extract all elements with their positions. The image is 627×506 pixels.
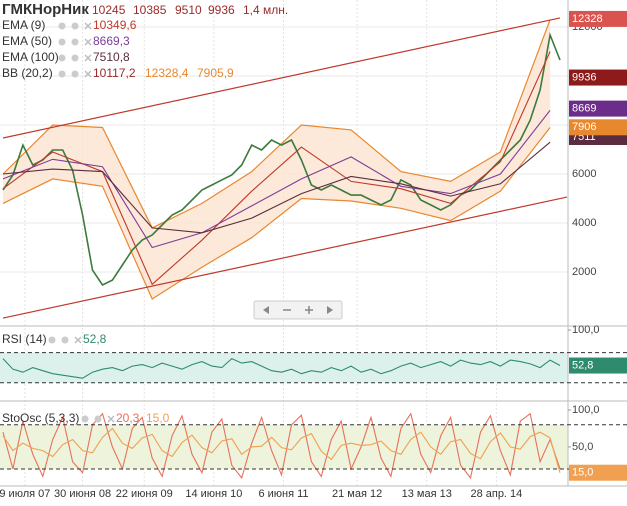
legend-eye-icon[interactable] [58,54,66,62]
legend-name: EMA (9) [2,18,45,32]
legend-value: 12328,4 [145,66,189,80]
legend-name: BB (20,2) [2,66,53,80]
legend-gear-icon[interactable] [71,54,79,62]
legend-gear-icon[interactable] [71,70,79,78]
ohlc-value: 10385 [133,3,167,17]
x-tick-label: 28 апр. 14 [470,488,522,500]
level-band [0,352,568,383]
navigation [253,300,343,320]
nav-bar [253,300,343,320]
plot-layers [0,0,568,486]
legend-value: 7510,8 [93,50,130,64]
legend-gear-icon[interactable] [71,22,79,30]
scroll-left[interactable] [263,306,269,314]
x-tick-label: 6 июня 11 [258,488,308,500]
legend-close-icon[interactable] [84,70,92,78]
plot-layer [0,0,568,486]
legend-name: EMA (100) [2,50,59,64]
legend-eye-icon[interactable] [58,38,66,46]
legend-name: StoOsc (5,3,3) [2,411,79,425]
series-line [2,357,561,379]
legend-gear-icon[interactable] [94,415,102,423]
y-tick-label: 6000 [572,168,596,180]
x-tick-label: 30 июня 08 [54,488,111,500]
legend-value: 7905,9 [197,66,234,80]
legend-value: 10117,2 [93,66,136,80]
y-tick-label: 100,0 [572,404,600,416]
legend-value: 20,3 [116,411,140,425]
zoom-in[interactable] [305,306,313,314]
price-badge-label: 9936 [572,71,596,83]
series-line [2,109,551,249]
price-badge-label: 7906 [572,121,596,133]
legend-close-icon[interactable] [84,54,92,62]
x-tick-label: 22 июня 09 [116,488,173,500]
legend-close-icon[interactable] [84,38,92,46]
legend-close-icon[interactable] [107,415,115,423]
ohlc-value: 9510 [175,3,202,17]
legend-value: 15,0 [146,411,170,425]
legend-close-icon[interactable] [74,336,82,344]
legend-name: RSI (14) [2,332,47,346]
legend-name: EMA (50) [2,34,52,48]
price-badge-label: 12328 [572,13,603,25]
price-badge [569,10,627,27]
last-badge [569,464,627,481]
bb-fill [2,19,551,300]
legend-eye-icon[interactable] [58,22,66,30]
panel [0,17,568,319]
bb-upper [2,19,551,229]
price-badge [569,69,627,86]
bb-lower [2,127,551,300]
legend-value: 8669,3 [93,34,130,48]
y-tick-label: 100,0 [572,324,600,336]
price-badge-label: 8669 [572,103,596,115]
panel [0,352,568,383]
x-tick-label: 13 мая 13 [402,488,452,500]
legend-gear-icon[interactable] [61,336,69,344]
series-line [2,427,561,473]
last-badge-label: 15,0 [572,467,593,479]
legend-value: 10349,6 [93,18,137,32]
y-tick-label: 2000 [572,266,596,278]
series-line [2,51,551,286]
price-badge [569,100,627,117]
legend-value: 52,8 [83,332,107,346]
series-line [2,141,551,234]
x-tick-label: 14 июня 10 [185,488,242,500]
x-tick-label: 9 июля 07 [0,488,50,500]
ohlc-value: 9936 [208,3,235,17]
trend-line [2,196,568,319]
last-badge-label: 52,8 [572,359,593,371]
legend-eye-icon[interactable] [58,70,66,78]
legend-gear-icon[interactable] [71,38,79,46]
last-badge [569,357,627,374]
instrument-name: ГМКНорНик [2,1,89,18]
y-tick-label: 50,0 [572,441,593,453]
trend-line [2,17,561,139]
legend-eye-icon[interactable] [48,336,56,344]
price-badge [569,119,627,136]
y-tick-label: 4000 [572,217,596,229]
ohlc-value: 10245 [92,3,126,17]
scroll-right[interactable] [327,306,333,314]
volume-value: 1,4 млн. [243,3,288,17]
legend-close-icon[interactable] [84,22,92,30]
x-tick-label: 21 мая 12 [332,488,382,500]
legend-eye-icon[interactable] [81,415,89,423]
